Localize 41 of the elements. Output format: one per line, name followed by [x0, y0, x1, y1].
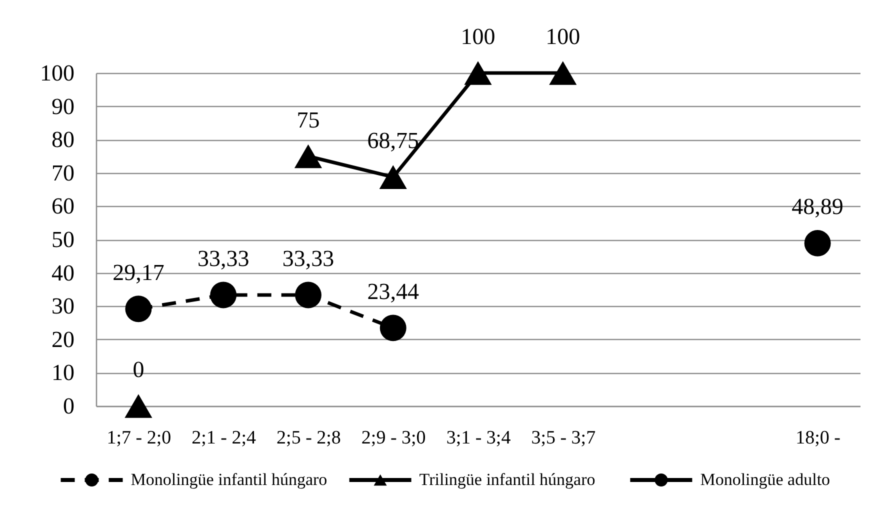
point [464, 61, 492, 85]
point [125, 296, 152, 322]
data-label: 33,33 [197, 246, 250, 272]
data-label: 75 [296, 107, 320, 132]
x-tick-label: 2;9 - 3;0 [361, 428, 426, 448]
point [804, 230, 831, 256]
y-tick-label: 100 [40, 60, 74, 86]
data-label: 33,33 [282, 246, 334, 272]
y-tick-label: 90 [52, 94, 74, 119]
data-label: 0 [132, 357, 144, 382]
x-tick-label: 3;1 - 3;4 [446, 428, 512, 448]
data-label: 100 [546, 24, 580, 49]
point [294, 282, 322, 308]
data-label: 100 [460, 24, 496, 49]
legend-label: Monolingüe adulto [700, 470, 830, 489]
x-tick-label: 1;7 - 2;0 [106, 428, 172, 448]
y-tick-label: 70 [52, 160, 74, 186]
x-tick-label: 18;0 - [796, 428, 840, 448]
data-label: 48,89 [792, 194, 844, 220]
x-tick-label: 2;1 - 2;4 [192, 428, 257, 448]
y-tick-label: 50 [52, 227, 74, 252]
y-tick-label: 30 [52, 294, 74, 319]
point [210, 282, 237, 308]
legend-label: Trilingüe infantil húngaro [419, 470, 596, 489]
data-label: 68,75 [367, 128, 419, 154]
x-tick-label: 2;5 - 2;8 [276, 428, 341, 448]
legend-label: Monolingüe infantil húngaro [130, 470, 328, 489]
x-tick-label: 3;5 - 3;7 [531, 428, 596, 448]
y-tick-label: 40 [52, 260, 74, 286]
point [380, 314, 406, 342]
data-label: 29,17 [112, 260, 164, 285]
point [124, 394, 152, 418]
point [294, 144, 322, 168]
y-tick-label: 0 [63, 394, 74, 418]
point [549, 61, 577, 85]
y-tick-label: 80 [52, 127, 74, 152]
y-tick-label: 20 [52, 326, 74, 352]
y-tick-label: 10 [52, 360, 74, 386]
data-label: 23,44 [367, 278, 420, 304]
point [379, 165, 407, 189]
y-tick-label: 60 [52, 194, 74, 219]
